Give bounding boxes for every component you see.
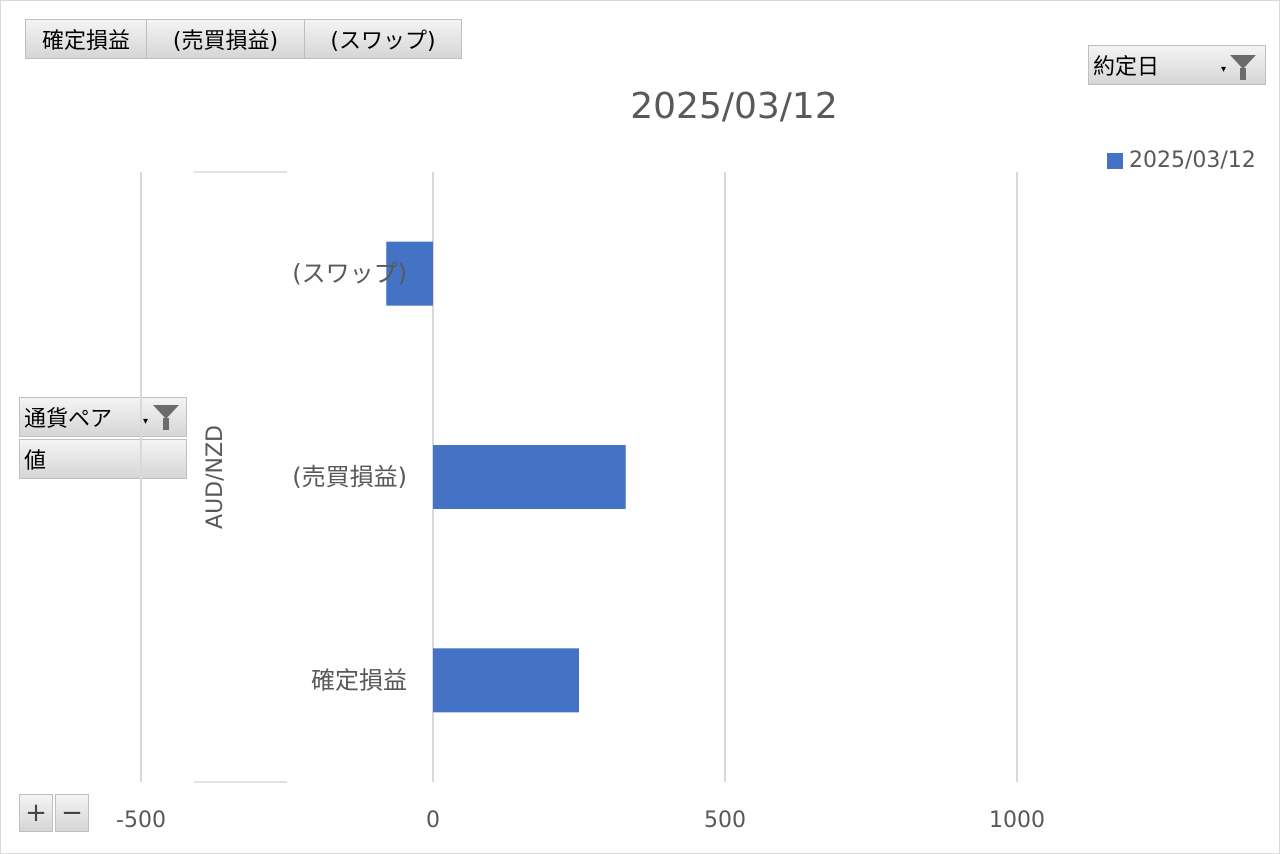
chart-title: 2025/03/12 xyxy=(630,86,838,127)
filter-field-label: 約定日 xyxy=(1093,55,1160,80)
plus-icon: + xyxy=(25,798,47,828)
value-field-bar: 確定損益 (売買損益) (スワップ) xyxy=(25,19,462,59)
legend: 2025/03/12 xyxy=(1107,148,1256,173)
legend-swatch xyxy=(1107,152,1123,169)
dropdown-indicator-icon: ▾ xyxy=(143,416,149,427)
row-field-button[interactable]: 通貨ペア ▾ xyxy=(19,397,187,437)
zoom-in-button[interactable]: + xyxy=(19,794,53,832)
value-field-button-kakutei[interactable]: 確定損益 xyxy=(25,19,147,59)
value-field-button-baibai[interactable]: (売買損益) xyxy=(147,19,305,59)
filter-field-button[interactable]: 約定日 ▾ xyxy=(1088,45,1266,85)
value-field-button-swap[interactable]: (スワップ) xyxy=(305,19,462,59)
zoom-out-button[interactable]: − xyxy=(55,794,89,832)
minus-icon: − xyxy=(61,798,83,828)
dropdown-indicator-icon: ▾ xyxy=(1221,64,1227,75)
values-field-button[interactable]: 値 xyxy=(19,439,187,479)
legend-label: 2025/03/12 xyxy=(1129,148,1256,173)
values-field-label: 値 xyxy=(24,449,47,474)
row-field-label: 通貨ペア xyxy=(24,407,113,432)
